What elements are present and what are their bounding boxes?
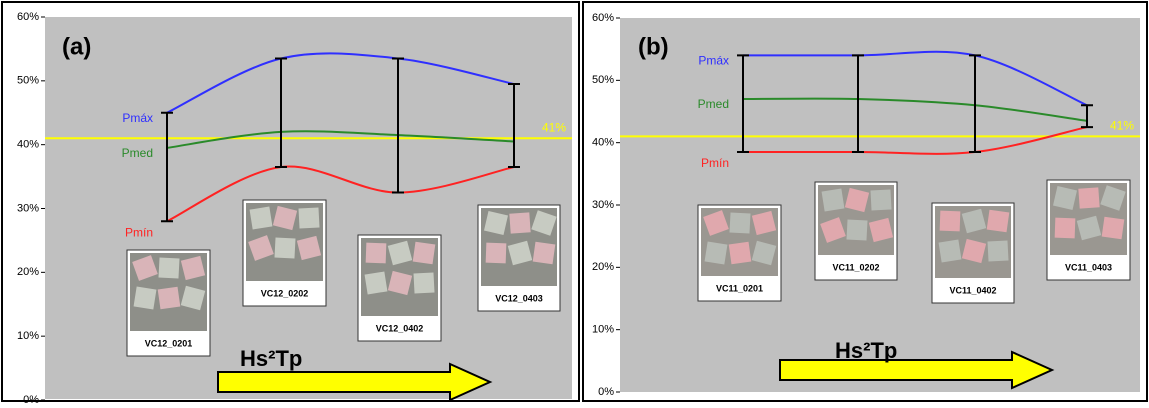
y-tick-label: 10%: [592, 324, 614, 336]
series-label: Pmed: [122, 146, 153, 160]
y-tick-label: 20%: [592, 261, 614, 273]
photo-label: VC12_0202: [261, 288, 309, 298]
photo-block: [705, 242, 728, 265]
figure: 0% 10% 20% 30% 40% 50% 60% VC12_0201 VC12_0202 VC…: [0, 0, 1149, 403]
panel-label: (a): [62, 33, 91, 60]
photo-block: [134, 287, 157, 310]
series-label: Pmáx: [122, 111, 153, 125]
photo-block: [413, 242, 436, 265]
photo-block: [509, 212, 530, 233]
photo-block: [846, 219, 867, 240]
y-tick-label: 60%: [592, 12, 614, 24]
photo-block: [250, 207, 273, 230]
y-tick-label: 0%: [598, 386, 614, 398]
photo-label: VC12_0403: [495, 293, 543, 303]
series-label: Pmed: [698, 97, 729, 111]
y-tick-label: 0%: [23, 394, 39, 403]
series-label: Pmáx: [698, 54, 729, 68]
photo-block: [365, 272, 388, 295]
photo-block: [298, 207, 319, 228]
y-tick-label: 40%: [592, 137, 614, 149]
x-axis-label: Hs²Tp: [240, 346, 302, 371]
photo-label: VC12_0402: [376, 323, 424, 333]
photo-block: [870, 189, 891, 210]
threshold-label: 41%: [542, 120, 566, 134]
photo-block: [822, 189, 845, 212]
x-axis-label: Hs²Tp: [835, 338, 897, 363]
y-tick-label: 50%: [592, 74, 614, 86]
photo-block: [1102, 217, 1125, 240]
panel-label: (b): [638, 33, 669, 60]
photo-block: [729, 212, 750, 233]
threshold-label: 41%: [1110, 119, 1134, 133]
photo-block: [486, 243, 507, 264]
photo-block: [987, 240, 1008, 261]
photo-block: [940, 211, 961, 232]
photo-block: [158, 257, 179, 278]
y-tick-label: 10%: [17, 330, 39, 342]
y-tick-label: 40%: [17, 139, 39, 151]
photo-block: [939, 240, 962, 263]
photo-block: [1078, 187, 1099, 208]
photo-block: [729, 242, 752, 265]
photo-block: [158, 287, 181, 310]
series-label: Pmín: [125, 225, 153, 239]
photo-block: [366, 243, 387, 264]
chart-panel: 0% 10% 20% 30% 40% 50% 60% VC12_0201 VC12_0202 VC…: [2, 2, 579, 403]
y-tick-label: 50%: [17, 75, 39, 87]
photo-block: [274, 237, 295, 258]
photo-block: [987, 210, 1010, 233]
photo-block: [1055, 218, 1076, 239]
photo-label: VC12_0201: [145, 338, 193, 348]
y-tick-label: 30%: [17, 202, 39, 214]
photo-label: VC11_0201: [716, 283, 763, 293]
y-tick-label: 30%: [592, 199, 614, 211]
photo-block: [413, 272, 434, 293]
photo-block: [533, 242, 556, 265]
series-label: Pmín: [701, 156, 729, 170]
y-tick-label: 60%: [17, 11, 39, 23]
photo-label: VC11_0403: [1065, 262, 1112, 272]
chart-panel: 0% 10% 20% 30% 40% 50% 60% VC11_0201 VC11_0202 VC…: [583, 2, 1147, 401]
photo-label: VC11_0402: [949, 285, 996, 295]
y-tick-label: 20%: [17, 266, 39, 278]
photo-label: VC11_0202: [832, 262, 879, 272]
